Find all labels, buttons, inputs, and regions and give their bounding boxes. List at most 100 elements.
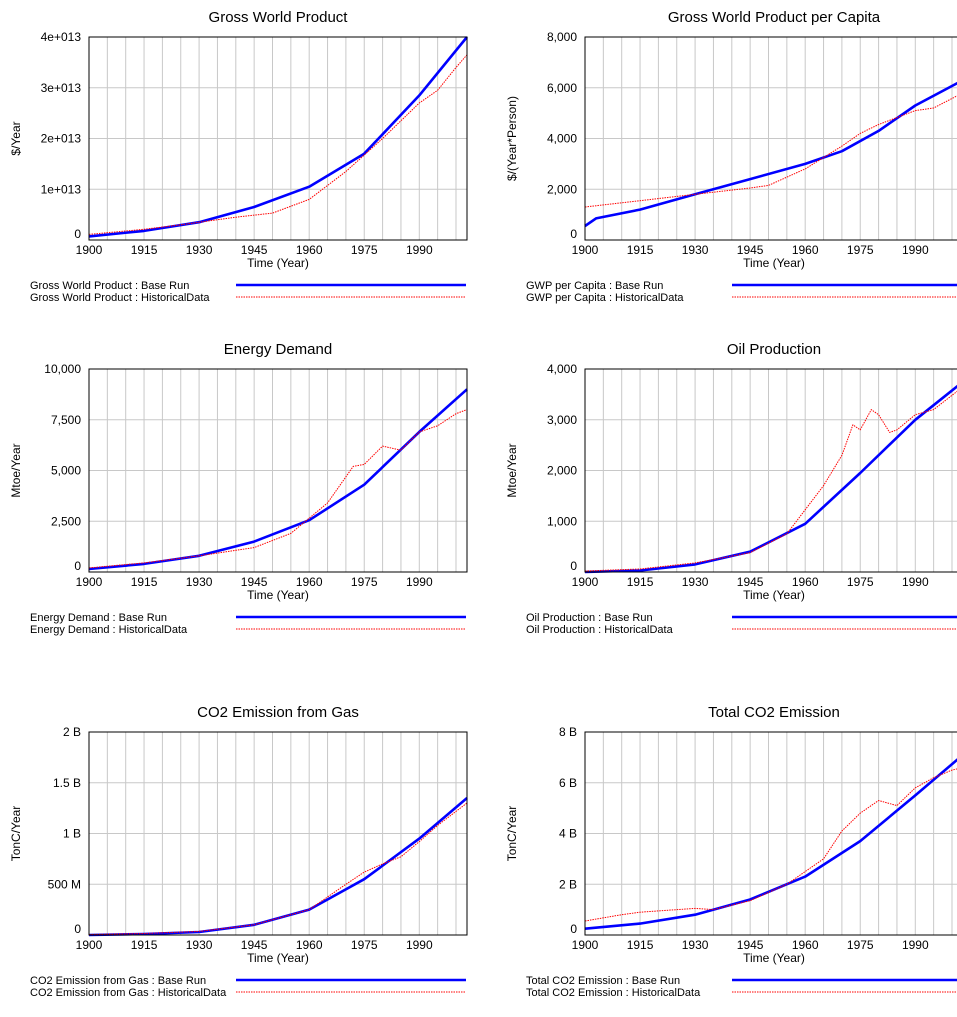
chart-svg: Gross World Product 0 1e+013 2e+013 3e+013 4e… (9, 9, 469, 304)
x-axis-label: Time (Year) (247, 256, 309, 270)
chart-title: Gross World Product (209, 9, 349, 26)
y-tick-label: 4e+013 (41, 30, 82, 44)
y-tick-label: 1,000 (547, 514, 577, 528)
chart-title: Gross World Product per Capita (668, 9, 881, 26)
y-axis-label: TonC/Year (9, 806, 23, 862)
y-tick-label: 5,000 (51, 464, 81, 478)
x-axis-label: Time (Year) (247, 951, 309, 965)
legend-label: Energy Demand : Base Run (30, 612, 167, 624)
y-tick-label: 4 B (559, 827, 577, 841)
y-axis-label: Mtoe/Year (505, 443, 519, 497)
x-tick-label: 1900 (572, 243, 599, 257)
x-tick-label: 1975 (847, 575, 874, 589)
y-tick-label: 2e+013 (41, 132, 82, 146)
series-line-historical (88, 802, 468, 935)
series-line-base-run (88, 388, 468, 571)
chart-panel: Gross World Product per Capita 0 2,000 4,00… (496, 0, 957, 320)
x-tick-label: 1930 (682, 243, 709, 257)
legend-label: Oil Production : Base Run (526, 612, 653, 624)
y-axis-label: $/Year (9, 121, 23, 155)
series-line-historical (584, 768, 957, 922)
legend-label: GWP per Capita : Base Run (526, 280, 663, 292)
y-tick-label: 0 (570, 227, 577, 241)
chart-title: Total CO2 Emission (708, 704, 840, 721)
x-tick-label: 1900 (76, 243, 103, 257)
x-tick-label: 1930 (186, 575, 213, 589)
chart-panel: Total CO2 Emission 0 2 B 4 B 6 B 8 B 1900 1915 1… (496, 695, 957, 1015)
x-tick-label: 1975 (351, 938, 378, 952)
plot-border (584, 36, 957, 241)
x-tick-label: 1915 (627, 575, 654, 589)
x-tick-label: 1975 (847, 938, 874, 952)
y-tick-label: 6 B (559, 776, 577, 790)
x-tick-label: 1990 (406, 575, 433, 589)
x-axis-label: Time (Year) (743, 951, 805, 965)
series-line-historical (88, 409, 468, 569)
x-tick-label: 1975 (351, 575, 378, 589)
chart-title: CO2 Emission from Gas (197, 704, 359, 721)
x-tick-label: 1990 (902, 938, 929, 952)
x-tick-label: 1915 (627, 243, 654, 257)
x-tick-label: 1930 (186, 243, 213, 257)
x-tick-label: 1960 (296, 938, 323, 952)
y-tick-label: 6,000 (547, 81, 577, 95)
x-tick-label: 1990 (406, 243, 433, 257)
x-tick-label: 1990 (406, 938, 433, 952)
chart-title: Energy Demand (224, 341, 332, 358)
x-tick-label: 1975 (351, 243, 378, 257)
y-tick-label: 0 (570, 559, 577, 573)
legend-label: CO2 Emission from Gas : Base Run (30, 975, 206, 987)
legend-label: Total CO2 Emission : Base Run (526, 975, 680, 987)
x-tick-label: 1930 (682, 938, 709, 952)
y-tick-label: 3,000 (547, 413, 577, 427)
x-tick-label: 1960 (792, 938, 819, 952)
y-tick-label: 3e+013 (41, 81, 82, 95)
chart-panel: Energy Demand 0 2,500 5,000 7,500 10,000 1900 1… (0, 332, 468, 652)
x-tick-label: 1930 (186, 938, 213, 952)
plot-border (88, 368, 468, 573)
x-tick-label: 1900 (572, 938, 599, 952)
x-tick-label: 1960 (792, 575, 819, 589)
series-line-base-run (584, 81, 957, 228)
y-tick-label: 2,000 (547, 464, 577, 478)
legend-label: Total CO2 Emission : HistoricalData (526, 987, 701, 999)
y-tick-label: 2,000 (547, 182, 577, 196)
y-tick-label: 0 (570, 922, 577, 936)
plot-border (584, 731, 957, 936)
x-axis-label: Time (Year) (743, 256, 805, 270)
y-tick-label: 8,000 (547, 30, 577, 44)
x-tick-label: 1990 (902, 575, 929, 589)
y-axis-label: Mtoe/Year (9, 443, 23, 497)
y-tick-label: 7,500 (51, 413, 81, 427)
series-line-base-run (584, 758, 957, 930)
chart-svg: Energy Demand 0 2,500 5,000 7,500 10,000 1900 1… (9, 341, 468, 636)
x-tick-label: 1930 (682, 575, 709, 589)
chart-panel: CO2 Emission from Gas 0 500 M 1 B 1.5 B 2 B 19… (0, 695, 468, 1015)
x-tick-label: 1975 (847, 243, 874, 257)
chart-svg: CO2 Emission from Gas 0 500 M 1 B 1.5 B 2 B 19… (9, 704, 468, 999)
x-tick-label: 1915 (131, 243, 158, 257)
y-tick-label: 10,000 (44, 362, 81, 376)
y-tick-label: 0 (74, 227, 81, 241)
chart-title: Oil Production (727, 341, 821, 358)
x-axis-label: Time (Year) (743, 588, 805, 602)
x-tick-label: 1960 (792, 243, 819, 257)
y-axis-label: $/(Year*Person) (505, 96, 519, 181)
series-line-historical (584, 95, 957, 208)
y-tick-label: 2 B (63, 725, 81, 739)
legend-label: Energy Demand : HistoricalData (30, 624, 188, 636)
x-tick-label: 1960 (296, 243, 323, 257)
series-line-base-run (584, 384, 957, 574)
x-axis-label: Time (Year) (247, 588, 309, 602)
x-tick-label: 1900 (572, 575, 599, 589)
series-line-historical (584, 390, 957, 572)
chart-svg: Oil Production 0 1,000 2,000 3,000 4,000 1900 1… (505, 341, 957, 636)
x-tick-label: 1945 (241, 575, 268, 589)
series-line-historical (88, 54, 468, 235)
y-tick-label: 0 (74, 922, 81, 936)
chart-svg: Total CO2 Emission 0 2 B 4 B 6 B 8 B 1900 1915 1… (505, 704, 957, 999)
y-tick-label: 4,000 (547, 132, 577, 146)
y-tick-label: 2 B (559, 877, 577, 891)
x-tick-label: 1915 (131, 575, 158, 589)
y-axis-label: TonC/Year (505, 806, 519, 862)
